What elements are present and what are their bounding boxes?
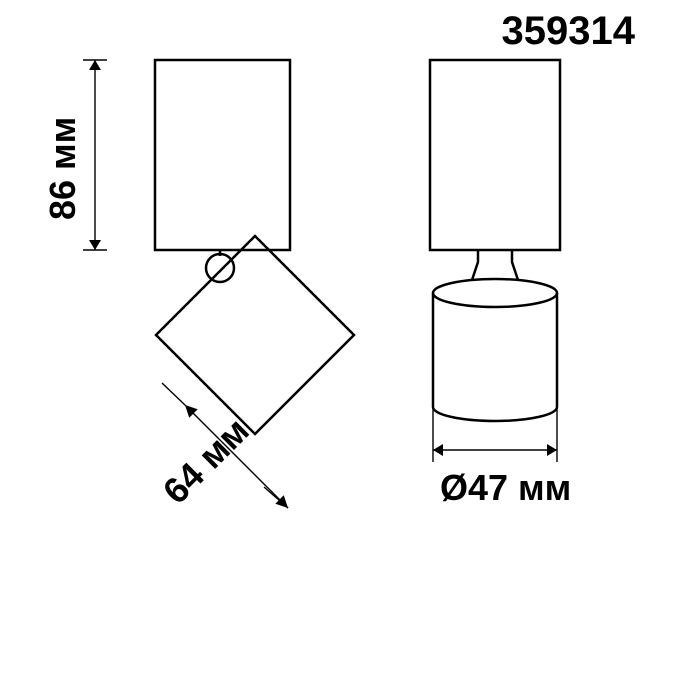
right-base-rect (430, 60, 560, 250)
left-joint-ball (206, 254, 234, 282)
dim-diameter-label: Ø47 мм (440, 467, 571, 508)
left-head-square (156, 236, 354, 434)
left-base-rect (155, 60, 290, 250)
right-neck (472, 250, 518, 280)
dim-height-label: 86 мм (42, 117, 83, 220)
right-cyl-bottom (433, 407, 557, 421)
sku-label: 359314 (502, 9, 636, 53)
right-cyl-top (433, 279, 557, 307)
